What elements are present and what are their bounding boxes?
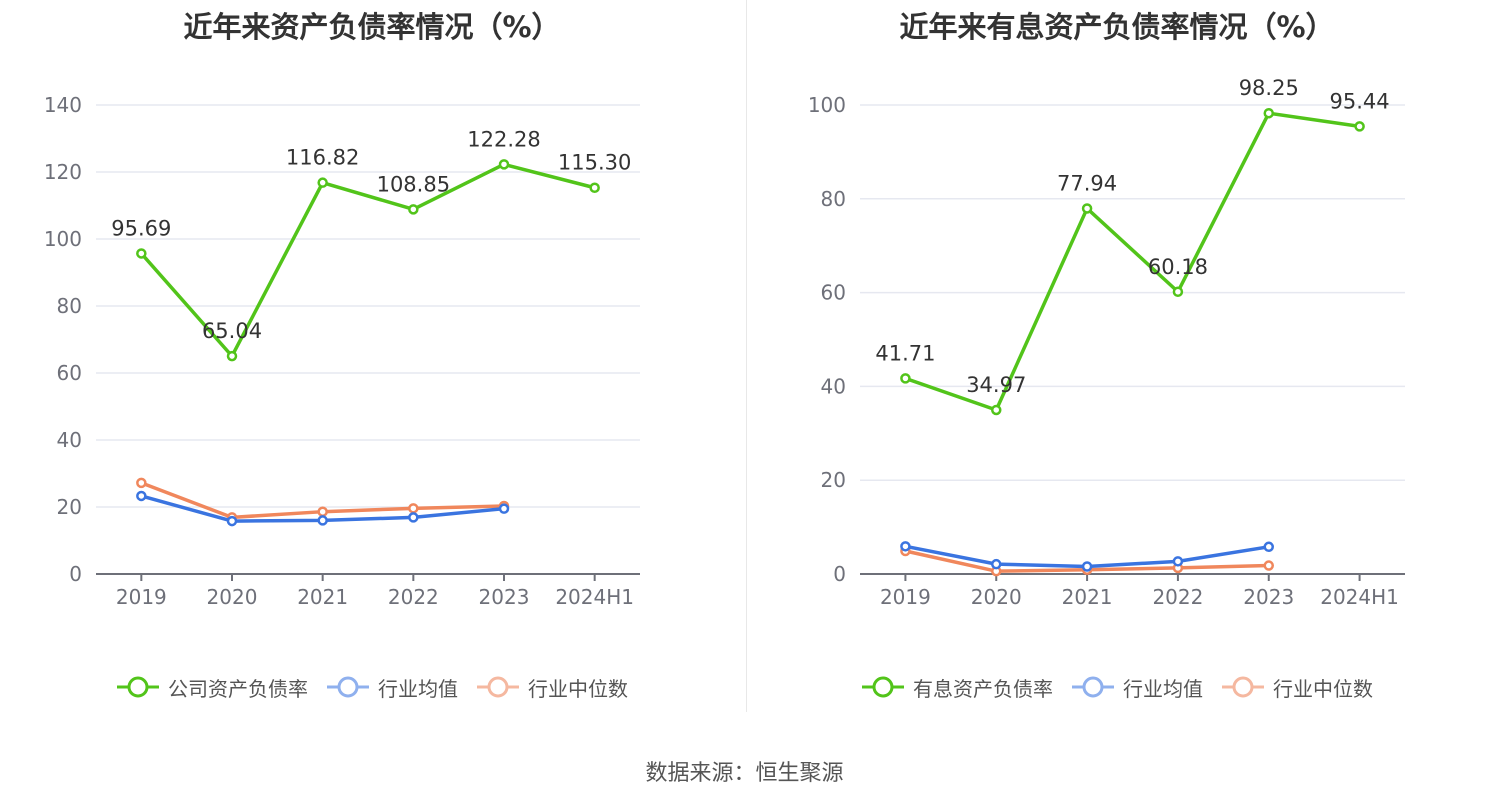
data-point[interactable] [408,204,419,215]
x-tick-label: 2021 [297,585,348,609]
data-label: 108.85 [377,172,450,196]
legend-marker-icon [1072,676,1114,698]
x-tick-label: 2020 [971,585,1022,609]
data-point[interactable] [408,512,419,523]
data-point[interactable] [1263,541,1274,553]
y-tick-label: 80 [821,187,846,211]
y-tick-label: 60 [57,361,82,385]
x-tick-label: 2023 [479,585,530,609]
data-point[interactable] [136,248,147,259]
data-point[interactable] [1263,107,1274,119]
y-tick-label: 60 [821,281,846,305]
data-label: 34.97 [966,373,1026,397]
data-point[interactable] [408,503,419,514]
data-point[interactable] [226,350,238,362]
data-point[interactable] [226,515,238,527]
chart-panel-debt-ratio: 近年来资产负债率情况（%） 0 20 40 60 80 100 120 140 2019 2020… [0,0,744,720]
legend-item-industry-avg[interactable]: 行业均值 [326,672,458,702]
legend-label: 有息资产负债率 [913,676,1053,701]
data-label: 41.71 [875,341,935,365]
x-tick-label: 2024H1 [1320,585,1399,609]
data-point[interactable] [1354,121,1365,132]
legend-label: 行业均值 [378,676,458,701]
data-label: 60.18 [1148,255,1208,279]
y-tick-label: 40 [821,374,846,398]
data-label: 115.30 [558,151,631,175]
legend-marker-icon [862,676,904,698]
legend-item-industry-median[interactable]: 行业中位数 [1221,672,1373,702]
x-tick-label: 2019 [880,585,931,609]
data-point[interactable] [1263,560,1274,571]
x-tick-label: 2019 [116,585,167,609]
line-chart-debt-ratio: 0 20 40 60 80 100 120 140 2019 2020 2021 2022 2023 20… [44,93,640,609]
x-tick-label: 2022 [388,585,439,609]
series-line [140,162,596,358]
y-tick-label: 20 [821,468,846,492]
series-line [904,111,1360,412]
legend-label: 行业中位数 [1273,676,1373,701]
y-tick-label: 140 [44,93,82,117]
data-point[interactable] [317,506,328,517]
data-point[interactable] [1081,561,1093,572]
data-point[interactable] [1172,286,1184,298]
legend-label: 行业均值 [1123,676,1203,701]
legend: 有息资产负债率 行业均值 行业中位数 [745,672,1489,702]
data-point[interactable] [136,490,147,502]
line-chart-interest-debt-ratio: 0 20 40 60 80 100 2019 2020 2021 2022 2023 2024H1 41… [808,76,1405,609]
legend-marker-icon [1222,676,1264,698]
data-source-note: 数据来源：恒生聚源 [645,761,844,786]
data-point[interactable] [498,503,510,514]
legend-item-interest-debt[interactable]: 有息资产负债率 [861,672,1053,702]
data-point[interactable] [317,177,328,188]
chart-title: 近年来有息资产负债率情况（%） [899,10,1335,44]
panel-divider [746,0,747,712]
legend: 公司资产负债率 行业均值 行业中位数 [0,672,744,702]
legend-item-company[interactable]: 公司资产负债率 [116,672,308,702]
data-label: 65.04 [202,319,262,343]
data-point[interactable] [1081,203,1093,214]
x-tick-label: 2022 [1152,585,1203,609]
legend-marker-icon [477,676,519,698]
chart-panel-interest-debt-ratio: 近年来有息资产负债率情况（%） 0 20 40 60 80 100 2019 2020 2021… [745,0,1489,720]
data-point[interactable] [991,404,1002,416]
data-point[interactable] [136,477,147,489]
x-tick-label: 2024H1 [555,585,634,609]
x-tick-label: 2023 [1243,585,1294,609]
y-tick-label: 0 [833,562,846,586]
x-tick-label: 2020 [207,585,258,609]
data-point[interactable] [498,159,510,170]
chart-title: 近年来资产负债率情况（%） [183,10,561,44]
y-tick-label: 0 [69,562,82,586]
legend-label: 公司资产负债率 [168,676,308,701]
legend-item-industry-avg[interactable]: 行业均值 [1071,672,1203,702]
data-label: 77.94 [1057,171,1117,195]
data-point[interactable] [900,373,911,384]
y-tick-label: 20 [57,495,82,519]
legend-marker-icon [117,676,159,698]
data-point[interactable] [1172,556,1184,567]
y-tick-label: 120 [44,160,82,184]
y-tick-label: 40 [57,428,82,452]
y-tick-label: 80 [57,294,82,318]
legend-label: 行业中位数 [528,676,628,701]
y-tick-label: 100 [44,227,82,251]
legend-marker-icon [327,676,369,698]
data-point[interactable] [900,541,911,552]
y-tick-label: 100 [808,93,846,117]
legend-item-industry-median[interactable]: 行业中位数 [476,672,628,702]
data-point[interactable] [991,558,1002,570]
x-tick-label: 2021 [1062,585,1113,609]
data-label: 95.69 [111,216,171,240]
data-label: 116.82 [286,146,359,170]
data-label: 122.28 [467,127,540,151]
data-label: 98.25 [1239,76,1299,100]
data-point[interactable] [317,515,328,526]
data-point[interactable] [589,182,600,193]
data-label: 95.44 [1330,89,1390,113]
